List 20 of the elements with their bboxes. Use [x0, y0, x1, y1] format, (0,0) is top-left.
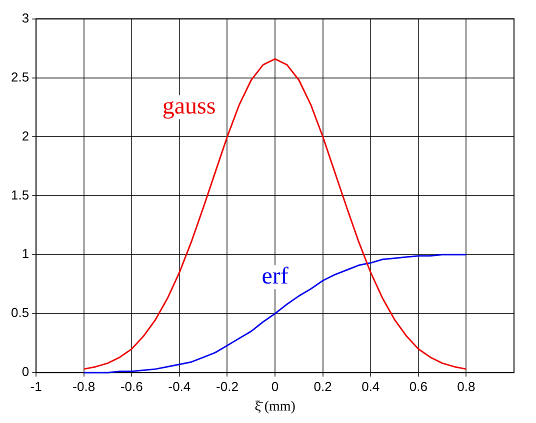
annotation: gauss — [162, 94, 216, 120]
y-tick-label: 3 — [22, 10, 30, 26]
y-tick-label: 2.5 — [10, 69, 30, 84]
x-tick-label: 0 — [271, 378, 279, 394]
x-tick-label: -0.8 — [72, 378, 96, 394]
x-tick-label: -0.6 — [120, 378, 143, 394]
x-tick-label: 0.4 — [362, 378, 380, 394]
x-axis-title: ξ̄ (mm) — [254, 399, 296, 414]
y-tick-label: 0 — [22, 364, 30, 380]
x-tick-label: 0.6 — [409, 378, 428, 394]
y-tick-label: 0.5 — [10, 305, 30, 320]
y-tick-label: 1 — [22, 246, 30, 262]
annotation: erf — [262, 263, 288, 290]
y-tick-label: 2 — [22, 128, 30, 144]
y-tick-label: 1.5 — [10, 187, 30, 202]
x-tick-label: -0.2 — [216, 378, 238, 394]
x-tick-label: 0.8 — [457, 378, 476, 394]
x-tick-label: -0.4 — [168, 378, 191, 394]
x-tick-label: 0.2 — [314, 378, 332, 394]
x-tick-label: -1 — [30, 378, 42, 394]
